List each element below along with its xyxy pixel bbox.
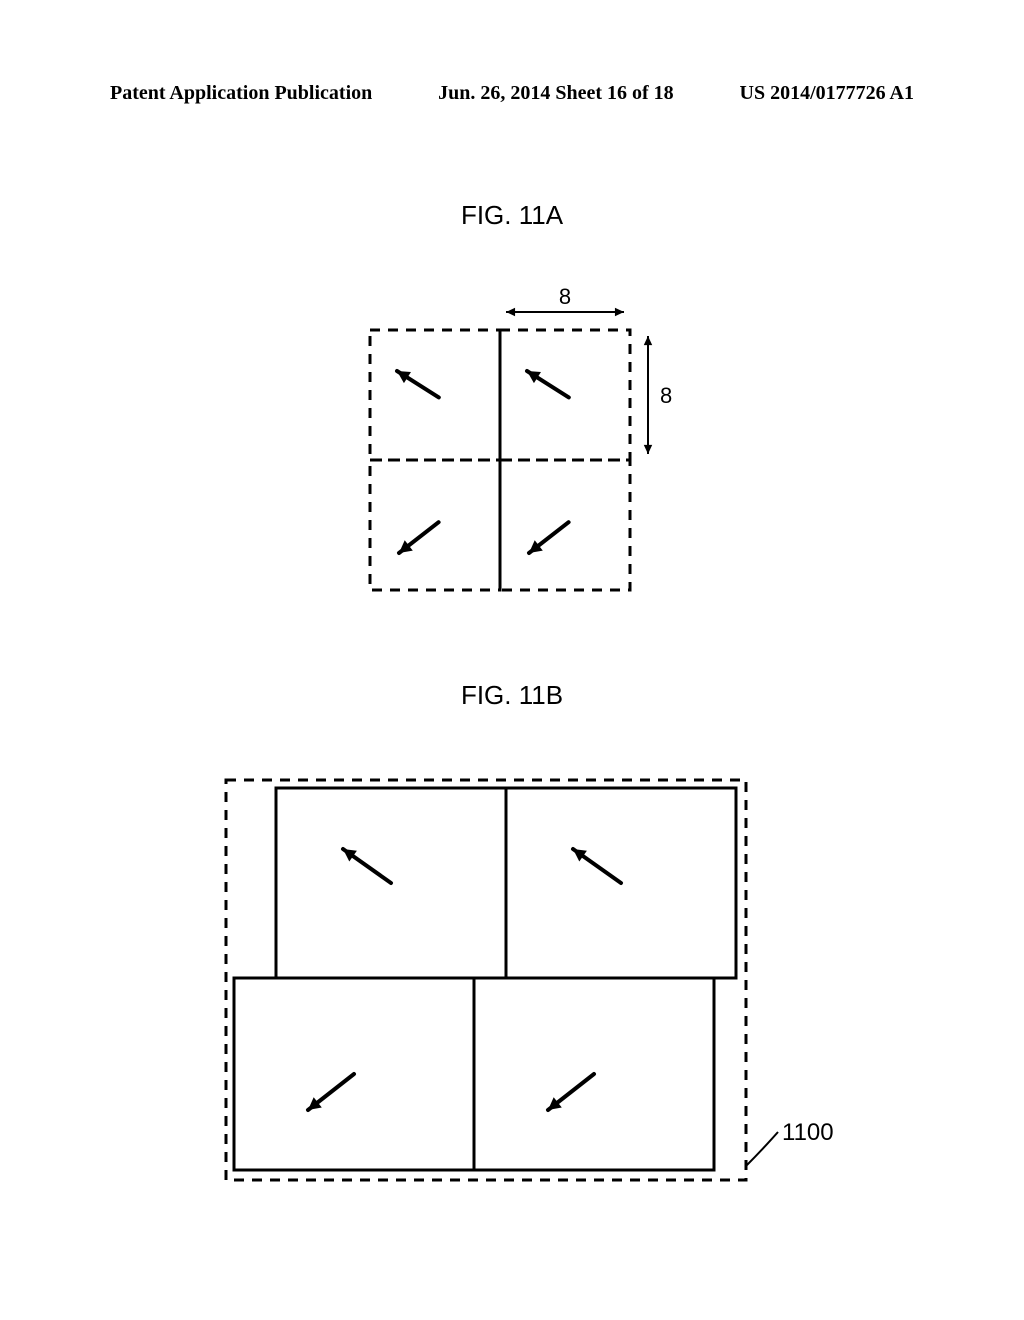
- header-left: Patent Application Publication: [110, 82, 372, 105]
- figure-a-title: FIG. 11A: [0, 200, 1024, 231]
- figure-b-svg: 1100: [190, 760, 870, 1200]
- page: Patent Application Publication Jun. 26, …: [0, 0, 1024, 1320]
- svg-text:1100: 1100: [782, 1119, 834, 1146]
- figure-a-svg: 88: [280, 280, 740, 610]
- svg-text:8: 8: [660, 383, 672, 408]
- header-center: Jun. 26, 2014 Sheet 16 of 18: [438, 82, 674, 105]
- figure-b: 1100: [190, 760, 870, 1200]
- svg-text:8: 8: [559, 284, 571, 309]
- figure-b-title: FIG. 11B: [0, 680, 1024, 711]
- header-right: US 2014/0177726 A1: [740, 82, 914, 105]
- figure-a: 88: [280, 280, 740, 610]
- page-header: Patent Application Publication Jun. 26, …: [110, 82, 914, 105]
